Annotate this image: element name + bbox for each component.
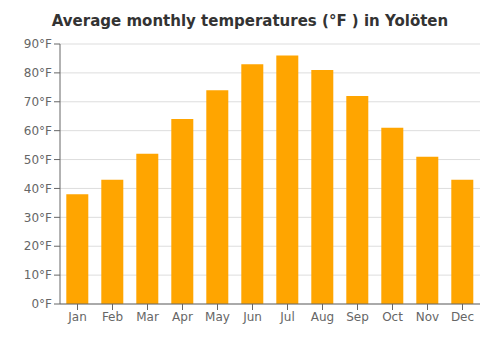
svg-text:0°F: 0°F (31, 297, 52, 311)
html-text:Average monthly temperatures (: Average monthly temperatures (°F ) in Yo… (51, 12, 449, 30)
svg-text:Sep: Sep (346, 310, 369, 324)
svg-text:90°F: 90°F (24, 37, 52, 51)
svg-text:Jul: Jul (279, 310, 294, 324)
svg-text:80°F: 80°F (24, 66, 52, 80)
svg-text:20°F: 20°F (24, 239, 52, 253)
svg-text:30°F: 30°F (24, 211, 52, 225)
svg-text:10°F: 10°F (24, 268, 52, 282)
svg-text:70°F: 70°F (24, 95, 52, 109)
svg-text:Jun: Jun (242, 310, 262, 324)
svg-text:Jan: Jan (67, 310, 87, 324)
svg-text:Nov: Nov (416, 310, 439, 324)
svg-text:Feb: Feb (102, 310, 123, 324)
svg-text:Aug: Aug (311, 310, 334, 324)
svg-text:50°F: 50°F (24, 153, 52, 167)
svg-text:Dec: Dec (451, 310, 474, 324)
svg-text:Mar: Mar (136, 310, 159, 324)
svg-text:May: May (205, 310, 230, 324)
svg-text:Oct: Oct (382, 310, 403, 324)
svg-text:Apr: Apr (172, 310, 193, 324)
svg-text:60°F: 60°F (24, 124, 52, 138)
svg-text:40°F: 40°F (24, 182, 52, 196)
